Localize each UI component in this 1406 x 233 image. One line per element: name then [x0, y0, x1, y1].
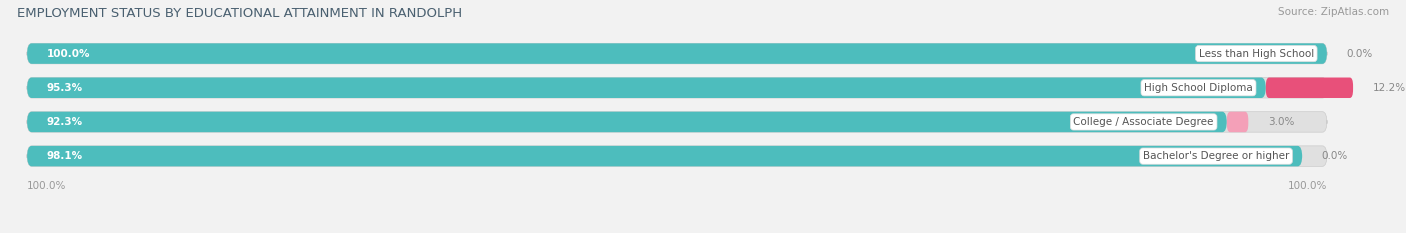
- FancyBboxPatch shape: [27, 146, 1302, 166]
- Text: 3.0%: 3.0%: [1268, 117, 1294, 127]
- FancyBboxPatch shape: [27, 43, 1327, 64]
- FancyBboxPatch shape: [1265, 78, 1353, 98]
- FancyBboxPatch shape: [27, 43, 1327, 64]
- Text: Bachelor's Degree or higher: Bachelor's Degree or higher: [1143, 151, 1289, 161]
- FancyBboxPatch shape: [27, 78, 1327, 98]
- FancyBboxPatch shape: [27, 146, 1327, 166]
- FancyBboxPatch shape: [27, 112, 1227, 132]
- Text: 100.0%: 100.0%: [1288, 181, 1327, 191]
- Text: 100.0%: 100.0%: [46, 49, 90, 58]
- Text: 0.0%: 0.0%: [1322, 151, 1348, 161]
- Text: 100.0%: 100.0%: [27, 181, 66, 191]
- Text: 0.0%: 0.0%: [1347, 49, 1372, 58]
- FancyBboxPatch shape: [1227, 112, 1249, 132]
- Text: College / Associate Degree: College / Associate Degree: [1073, 117, 1213, 127]
- Text: EMPLOYMENT STATUS BY EDUCATIONAL ATTAINMENT IN RANDOLPH: EMPLOYMENT STATUS BY EDUCATIONAL ATTAINM…: [17, 7, 463, 20]
- Text: 95.3%: 95.3%: [46, 83, 83, 93]
- Text: High School Diploma: High School Diploma: [1144, 83, 1253, 93]
- FancyBboxPatch shape: [27, 78, 1265, 98]
- FancyBboxPatch shape: [27, 112, 1327, 132]
- Text: Source: ZipAtlas.com: Source: ZipAtlas.com: [1278, 7, 1389, 17]
- Text: 98.1%: 98.1%: [46, 151, 83, 161]
- Text: 12.2%: 12.2%: [1372, 83, 1406, 93]
- Text: 92.3%: 92.3%: [46, 117, 83, 127]
- Text: Less than High School: Less than High School: [1199, 49, 1315, 58]
